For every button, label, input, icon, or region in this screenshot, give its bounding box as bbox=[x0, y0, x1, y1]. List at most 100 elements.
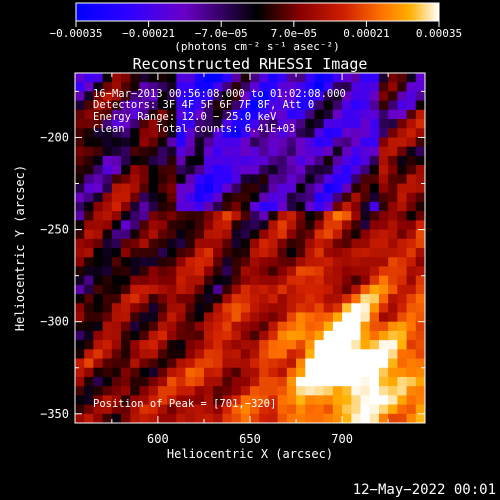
heatmap-cell bbox=[222, 73, 232, 83]
heatmap-cell bbox=[84, 183, 94, 194]
heatmap-cell bbox=[397, 386, 407, 396]
heatmap-cell bbox=[185, 174, 196, 184]
heatmap-cell bbox=[259, 155, 269, 166]
heatmap-cell bbox=[250, 100, 260, 111]
heatmap-cell bbox=[406, 312, 417, 323]
heatmap-cell bbox=[314, 294, 325, 304]
heatmap-cell bbox=[259, 109, 269, 120]
heatmap-cell bbox=[185, 294, 196, 304]
heatmap-cell bbox=[130, 220, 140, 230]
heatmap-cell bbox=[296, 91, 306, 102]
heatmap-cell bbox=[139, 358, 150, 369]
x-tick-label: 650 bbox=[239, 432, 261, 446]
heatmap-cell bbox=[157, 376, 168, 387]
heatmap-cell bbox=[296, 275, 306, 286]
heatmap-cell bbox=[222, 294, 232, 304]
heatmap-cell bbox=[259, 257, 269, 267]
heatmap-cell bbox=[231, 91, 242, 102]
heatmap-cell bbox=[111, 146, 122, 157]
heatmap-cell bbox=[259, 284, 269, 295]
heatmap-cell bbox=[259, 73, 269, 83]
heatmap-cell bbox=[139, 100, 150, 111]
heatmap-cell bbox=[148, 376, 159, 387]
heatmap-cell bbox=[102, 211, 113, 221]
heatmap-cell bbox=[369, 211, 380, 221]
heatmap-cell bbox=[130, 294, 140, 304]
heatmap-cell bbox=[406, 137, 417, 148]
heatmap-cell bbox=[102, 91, 113, 102]
heatmap-cell bbox=[314, 137, 325, 148]
heatmap-cell bbox=[222, 165, 232, 175]
heatmap-cell bbox=[240, 321, 251, 332]
heatmap-cell bbox=[351, 257, 361, 267]
heatmap-cell bbox=[351, 155, 361, 166]
heatmap-cell bbox=[121, 119, 131, 129]
heatmap-cell bbox=[360, 294, 371, 304]
heatmap-cell bbox=[111, 73, 122, 83]
heatmap-cell bbox=[268, 201, 279, 212]
heatmap-cell bbox=[277, 340, 288, 350]
heatmap-cell bbox=[240, 192, 251, 203]
heatmap-cell bbox=[240, 229, 251, 240]
heatmap-cell bbox=[111, 358, 122, 369]
heatmap-cell bbox=[148, 201, 159, 212]
heatmap-cell bbox=[397, 183, 407, 194]
heatmap-cell bbox=[231, 321, 242, 332]
heatmap-cell bbox=[203, 257, 214, 267]
heatmap-cell bbox=[415, 119, 425, 129]
heatmap-cell bbox=[139, 174, 150, 184]
heatmap-cell bbox=[415, 128, 425, 138]
heatmap-cell bbox=[277, 238, 288, 249]
heatmap-cell bbox=[75, 220, 85, 230]
heatmap-cell bbox=[314, 330, 325, 341]
heatmap-cell bbox=[75, 376, 85, 387]
heatmap-cell bbox=[75, 192, 85, 203]
heatmap-cell bbox=[231, 155, 242, 166]
heatmap-cell bbox=[378, 404, 389, 415]
heatmap-cell bbox=[222, 82, 232, 92]
heatmap-cell bbox=[268, 284, 279, 295]
heatmap-cell bbox=[388, 109, 398, 120]
heatmap-cell bbox=[286, 248, 297, 258]
heatmap-cell bbox=[194, 211, 205, 221]
heatmap-cell bbox=[342, 119, 352, 129]
heatmap-cell bbox=[388, 340, 398, 350]
heatmap-cell bbox=[314, 211, 325, 221]
heatmap-cell bbox=[222, 284, 232, 295]
heatmap-cell bbox=[148, 128, 159, 138]
heatmap-cell bbox=[286, 413, 297, 423]
heatmap-cell bbox=[342, 192, 352, 203]
heatmap-cell bbox=[286, 183, 297, 194]
heatmap-cell bbox=[231, 349, 242, 359]
heatmap-cell bbox=[176, 294, 186, 304]
heatmap-cell bbox=[222, 330, 232, 341]
heatmap-cell bbox=[250, 321, 260, 332]
heatmap-cell bbox=[314, 165, 325, 175]
heatmap-cell bbox=[111, 340, 122, 350]
heatmap-cell bbox=[406, 386, 417, 396]
heatmap-cell bbox=[93, 146, 104, 157]
heatmap-cell bbox=[378, 312, 389, 323]
heatmap-cell bbox=[84, 109, 94, 120]
heatmap-cell bbox=[332, 275, 343, 286]
heatmap-cell bbox=[286, 119, 297, 129]
heatmap-cell bbox=[93, 201, 104, 212]
heatmap-cell bbox=[277, 349, 288, 359]
heatmap-cell bbox=[406, 109, 417, 120]
heatmap-cell bbox=[121, 275, 131, 286]
heatmap-cell bbox=[176, 303, 186, 313]
heatmap-cell bbox=[130, 183, 140, 194]
heatmap-cell bbox=[259, 358, 269, 369]
heatmap-cell bbox=[157, 109, 168, 120]
heatmap-cell bbox=[342, 137, 352, 148]
heatmap-cell bbox=[415, 91, 425, 102]
heatmap-cell bbox=[148, 100, 159, 111]
heatmap-cell bbox=[231, 137, 242, 148]
heatmap-cell bbox=[332, 358, 343, 369]
heatmap-cell bbox=[378, 146, 389, 157]
heatmap-cell bbox=[323, 330, 334, 341]
heatmap-cell bbox=[397, 128, 407, 138]
heatmap-cell bbox=[176, 201, 186, 212]
heatmap-cell bbox=[296, 238, 306, 249]
heatmap-cell bbox=[231, 248, 242, 258]
